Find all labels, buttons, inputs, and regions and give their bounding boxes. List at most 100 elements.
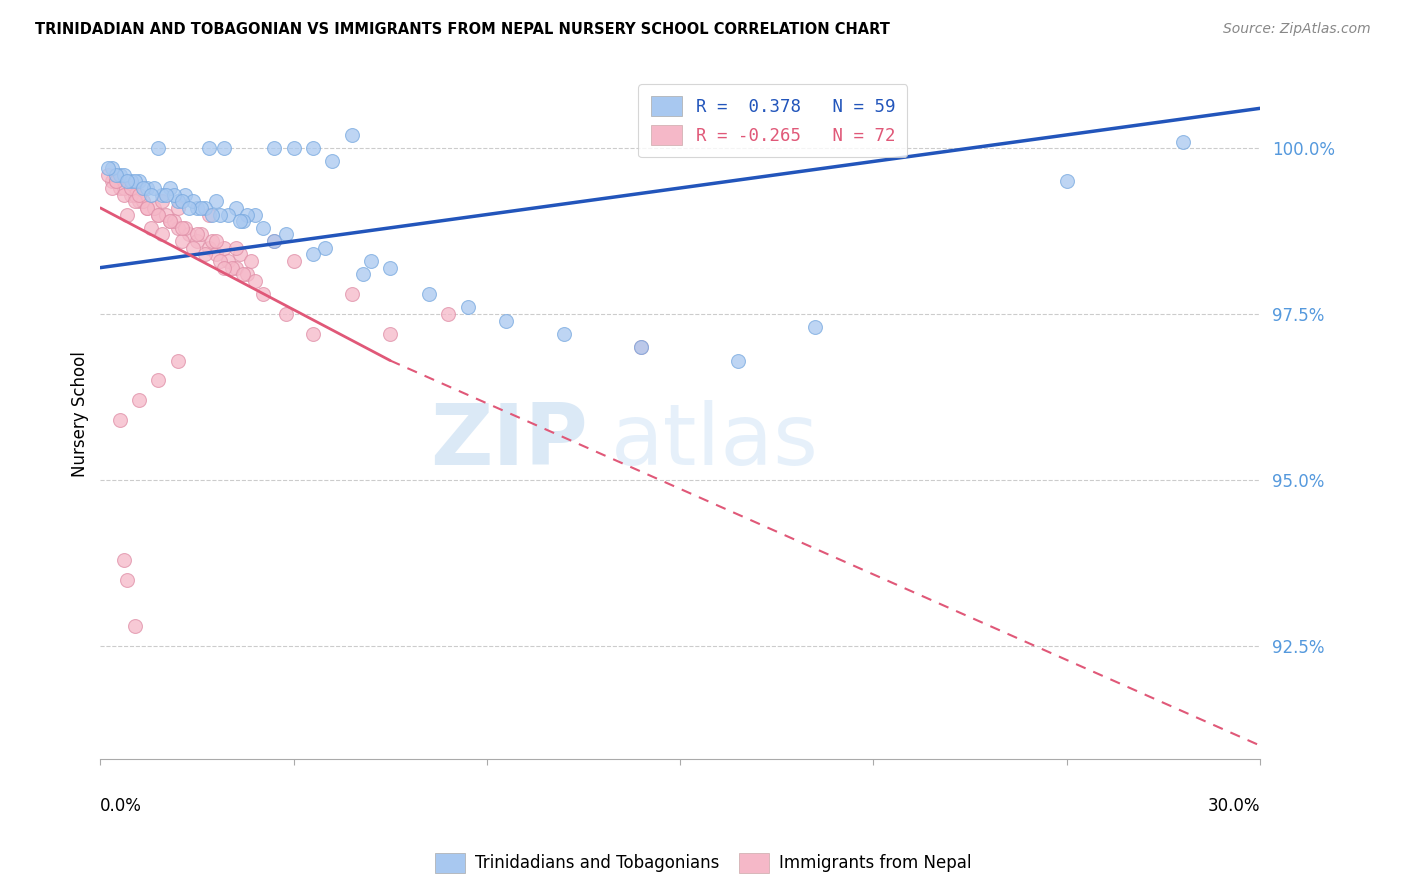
Point bbox=[630, 340, 652, 354]
Point bbox=[243, 208, 266, 222]
Point bbox=[232, 214, 254, 228]
Point bbox=[190, 227, 212, 242]
Point bbox=[108, 181, 131, 195]
Legend: Trinidadians and Tobagonians, Immigrants from Nepal: Trinidadians and Tobagonians, Immigrants… bbox=[427, 847, 979, 880]
Point bbox=[104, 174, 127, 188]
Point bbox=[495, 314, 517, 328]
Point bbox=[418, 287, 440, 301]
Point bbox=[159, 214, 181, 228]
Point bbox=[201, 234, 224, 248]
Point bbox=[132, 181, 155, 195]
Point bbox=[112, 168, 135, 182]
Point bbox=[194, 247, 217, 261]
Point bbox=[135, 181, 157, 195]
Point bbox=[194, 201, 217, 215]
Point bbox=[128, 194, 150, 209]
Point bbox=[274, 307, 297, 321]
Point bbox=[274, 227, 297, 242]
Point bbox=[243, 274, 266, 288]
Point bbox=[302, 326, 325, 341]
Point bbox=[179, 201, 201, 215]
Point bbox=[804, 320, 827, 334]
Legend: R =  0.378   N = 59, R = -0.265   N = 72: R = 0.378 N = 59, R = -0.265 N = 72 bbox=[638, 84, 907, 157]
Point bbox=[209, 254, 232, 268]
Point bbox=[170, 194, 193, 209]
Point bbox=[112, 552, 135, 566]
Point bbox=[163, 214, 186, 228]
Point bbox=[236, 267, 259, 281]
Point bbox=[155, 187, 177, 202]
Point bbox=[1056, 174, 1078, 188]
Point bbox=[150, 194, 173, 209]
Point bbox=[197, 141, 219, 155]
Point bbox=[240, 254, 263, 268]
Point bbox=[117, 573, 139, 587]
Point bbox=[148, 208, 170, 222]
Point bbox=[252, 220, 274, 235]
Point bbox=[228, 247, 250, 261]
Point bbox=[135, 201, 157, 215]
Point bbox=[263, 141, 285, 155]
Point bbox=[104, 168, 127, 182]
Point bbox=[360, 254, 382, 268]
Point bbox=[104, 174, 127, 188]
Point bbox=[197, 208, 219, 222]
Point bbox=[179, 227, 201, 242]
Point bbox=[128, 393, 150, 408]
Text: 30.0%: 30.0% bbox=[1208, 797, 1260, 814]
Point bbox=[553, 326, 575, 341]
Point bbox=[228, 214, 250, 228]
Point bbox=[148, 141, 170, 155]
Point bbox=[120, 187, 142, 202]
Point bbox=[128, 187, 150, 202]
Point bbox=[143, 201, 166, 215]
Point bbox=[120, 181, 142, 195]
Point bbox=[124, 194, 146, 209]
Point bbox=[186, 201, 208, 215]
Point bbox=[159, 181, 181, 195]
Point bbox=[217, 208, 239, 222]
Point bbox=[148, 374, 170, 388]
Point bbox=[205, 247, 228, 261]
Point bbox=[155, 208, 177, 222]
Point bbox=[166, 201, 188, 215]
Text: atlas: atlas bbox=[610, 400, 818, 483]
Point bbox=[225, 201, 247, 215]
Point bbox=[263, 234, 285, 248]
Text: Source: ZipAtlas.com: Source: ZipAtlas.com bbox=[1223, 22, 1371, 37]
Point bbox=[197, 241, 219, 255]
Point bbox=[340, 287, 363, 301]
Point bbox=[283, 254, 305, 268]
Y-axis label: Nursery School: Nursery School bbox=[72, 351, 89, 476]
Point bbox=[170, 220, 193, 235]
Point bbox=[120, 174, 142, 188]
Point bbox=[112, 181, 135, 195]
Point bbox=[124, 619, 146, 633]
Point bbox=[212, 241, 235, 255]
Point bbox=[170, 234, 193, 248]
Point bbox=[314, 241, 336, 255]
Point bbox=[186, 234, 208, 248]
Point bbox=[174, 220, 197, 235]
Point bbox=[302, 247, 325, 261]
Point bbox=[217, 254, 239, 268]
Point bbox=[302, 141, 325, 155]
Point bbox=[236, 208, 259, 222]
Point bbox=[205, 194, 228, 209]
Text: TRINIDADIAN AND TOBAGONIAN VS IMMIGRANTS FROM NEPAL NURSERY SCHOOL CORRELATION C: TRINIDADIAN AND TOBAGONIAN VS IMMIGRANTS… bbox=[35, 22, 890, 37]
Point bbox=[181, 194, 204, 209]
Text: 0.0%: 0.0% bbox=[100, 797, 142, 814]
Point bbox=[174, 187, 197, 202]
Point bbox=[163, 187, 186, 202]
Point bbox=[205, 234, 228, 248]
Point bbox=[225, 260, 247, 275]
Point bbox=[101, 161, 124, 175]
Point bbox=[263, 234, 285, 248]
Point bbox=[380, 260, 402, 275]
Text: ZIP: ZIP bbox=[430, 400, 588, 483]
Point bbox=[727, 353, 749, 368]
Point bbox=[108, 413, 131, 427]
Point bbox=[252, 287, 274, 301]
Point bbox=[232, 267, 254, 281]
Point bbox=[112, 187, 135, 202]
